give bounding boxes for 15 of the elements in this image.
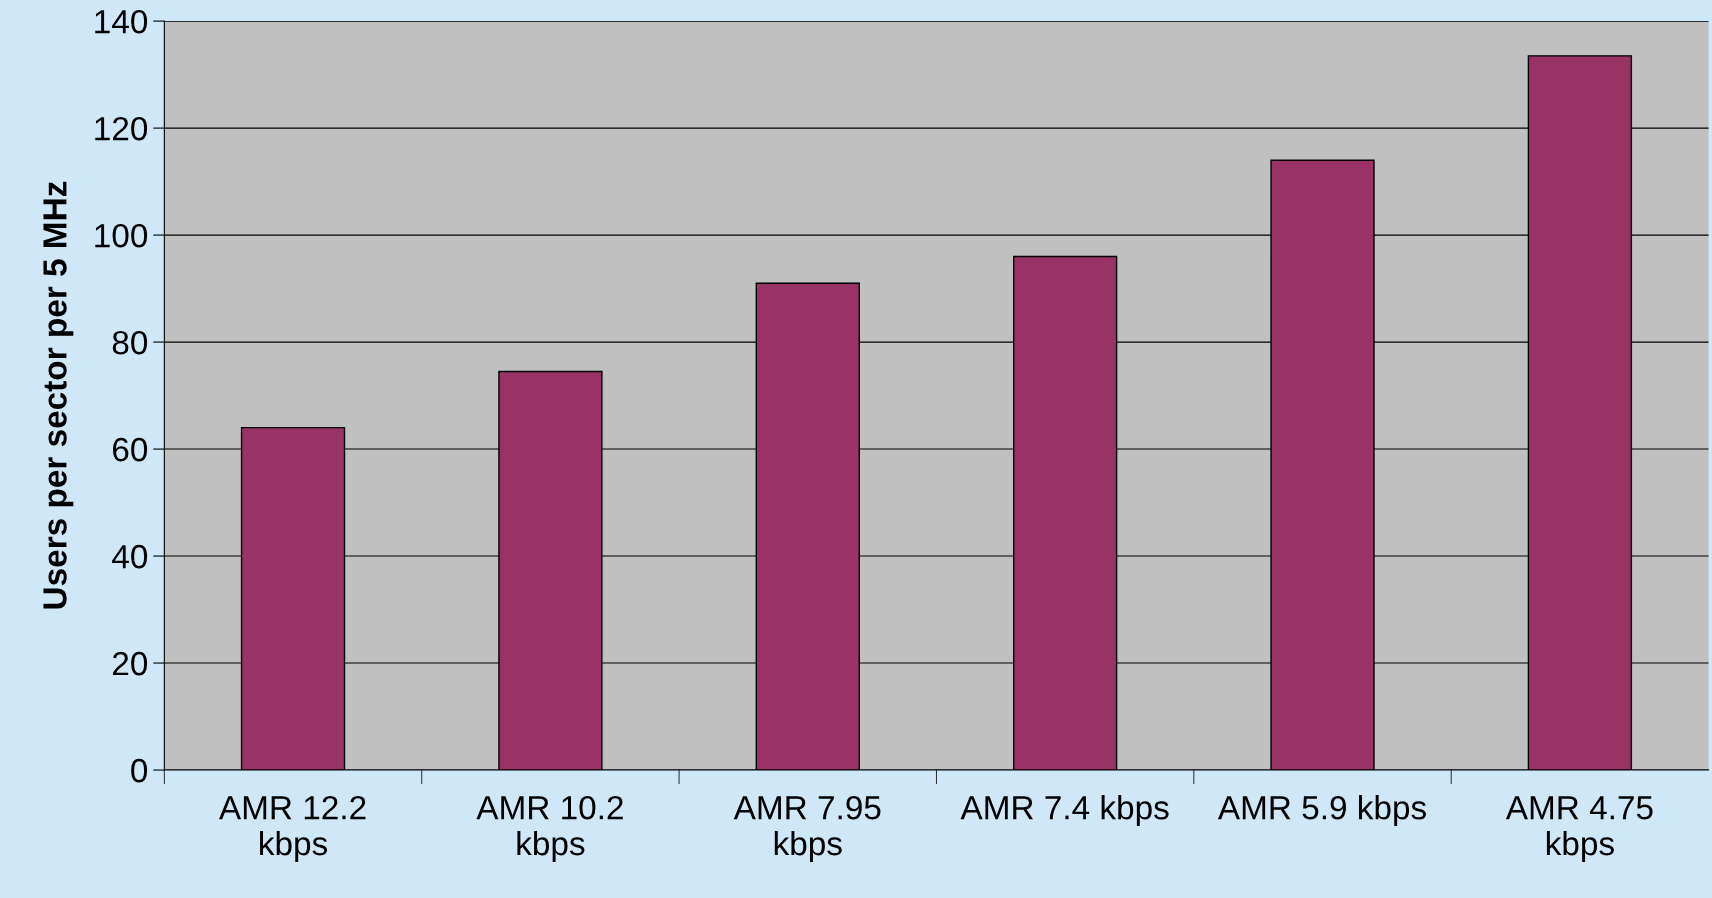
y-tick-label: 120 <box>95 116 148 141</box>
x-tick-label: AMR 7.4 kbps <box>960 795 1169 827</box>
y-axis-title: Users per sector per 5 MHz <box>43 181 74 609</box>
y-tick-label: 60 <box>113 437 148 462</box>
x-tick-label: AMR 12.2 kbps <box>219 795 366 863</box>
x-tick-label: AMR 4.75 kbps <box>1505 796 1653 863</box>
x-tick-label: AMR 5.9 kbps <box>1217 795 1426 827</box>
y-tick-label: 140 <box>95 9 148 34</box>
y-tick-label: 40 <box>112 544 148 569</box>
x-tick-label: AMR 7.95 kbps <box>733 795 881 863</box>
y-tick-label: 20 <box>112 651 148 676</box>
y-tick-label: 0 <box>131 758 148 783</box>
x-tick-label: AMR 10.2 kbps <box>476 795 623 863</box>
y-tick-label: 80 <box>112 330 148 355</box>
y-tick-label: 100 <box>95 223 148 248</box>
